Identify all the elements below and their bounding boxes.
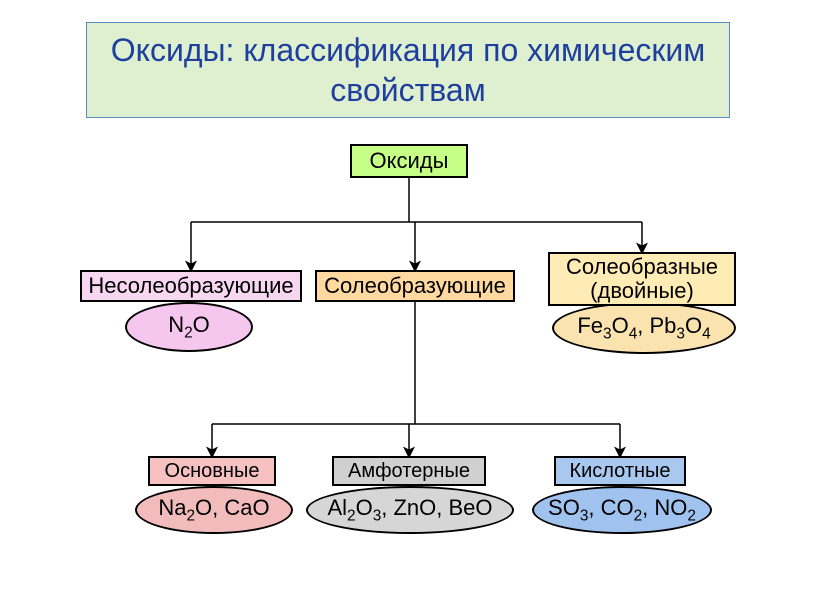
title-text: Оксиды: классификация по химическим свой… xyxy=(87,30,729,110)
salt-node: Солеобразующие xyxy=(315,270,515,302)
root-label: Оксиды xyxy=(370,149,449,173)
ampho-node: Амфотерные xyxy=(332,456,486,486)
nonsalt-example: N2O xyxy=(125,302,253,352)
double-node: Солеобразные(двойные) xyxy=(548,252,736,306)
acid-label: Кислотные xyxy=(569,460,670,482)
salt-label: Солеобразующие xyxy=(324,274,506,298)
basic-example-formula: Na2O, CaO xyxy=(158,495,269,525)
basic-example: Na2O, CaO xyxy=(135,486,293,534)
acid-node: Кислотные xyxy=(554,456,686,486)
title-box: Оксиды: классификация по химическим свой… xyxy=(86,22,730,118)
nonsalt-node: Несолеобразующие xyxy=(80,270,302,302)
nonsalt-example-formula: N2O xyxy=(168,312,210,342)
nonsalt-label: Несолеобразующие xyxy=(88,274,293,298)
root-node-oxides: Оксиды xyxy=(350,144,468,178)
double-label: Солеобразные(двойные) xyxy=(566,255,718,303)
basic-node: Основные xyxy=(148,456,276,486)
acid-example: SO3, CO2, NO2 xyxy=(532,486,712,534)
ampho-example-formula: Al2O3, ZnO, BeO xyxy=(327,495,492,525)
ampho-label: Амфотерные xyxy=(348,460,470,482)
basic-label: Основные xyxy=(165,460,260,482)
acid-example-formula: SO3, CO2, NO2 xyxy=(548,495,696,525)
double-example-formula: Fe3O4, Pb3O4 xyxy=(577,313,710,343)
double-example: Fe3O4, Pb3O4 xyxy=(552,302,736,354)
ampho-example: Al2O3, ZnO, BeO xyxy=(306,486,514,534)
